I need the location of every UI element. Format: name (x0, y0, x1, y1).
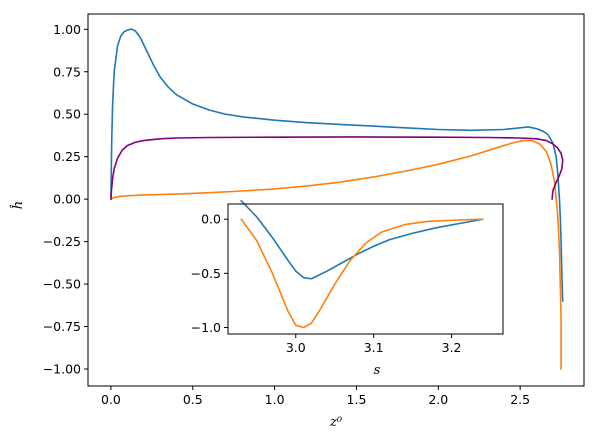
main-plot: 0.0 0.5 1.0 1.5 2.0 2.5 1.00 0.75 0.50 0.25 0.00 −0… (10, 13, 585, 430)
inset-y-tick-label: 0.0 (201, 212, 221, 227)
inset-series (240, 199, 484, 329)
main-x-tick-label: 2.0 (428, 392, 448, 407)
inset-x-tick-label: 3.1 (364, 340, 384, 355)
main-y-tick-label: −1.00 (43, 362, 81, 377)
main-y-tick-label: −0.50 (43, 277, 81, 292)
inset-background (228, 204, 503, 334)
main-series-line-3 (110, 136, 564, 200)
main-x-tick-label: 1.5 (347, 392, 367, 407)
main-y-tick-label: 0.75 (53, 64, 81, 79)
inset-plot: 3.0 3.1 3.2 0.0 −0.5 −1.0 s (191, 199, 504, 378)
main-x-tick-label: 1.0 (265, 392, 285, 407)
inset-axes-frame (227, 203, 504, 335)
inset-x-axis-label: s (374, 363, 381, 378)
inset-ticks: 3.0 3.1 3.2 0.0 −0.5 −1.0 (191, 212, 462, 355)
inset-x-tick-label: 3.0 (286, 340, 306, 355)
main-y-tick-label: −0.25 (43, 234, 81, 249)
inset-series-line-2 (240, 218, 484, 329)
main-ticks: 0.0 0.5 1.0 1.5 2.0 2.5 1.00 0.75 0.50 0.25 0.00 −0… (43, 22, 530, 407)
main-y-tick-label: 0.50 (53, 107, 81, 122)
main-x-tick-label: 2.5 (510, 392, 530, 407)
inset-y-tick-label: −1.0 (191, 320, 221, 335)
main-y-tick-label: −0.75 (43, 319, 81, 334)
main-y-tick-label: 0.00 (53, 192, 81, 207)
main-x-tick-label: 0.0 (101, 392, 121, 407)
main-axes-frame (87, 13, 585, 387)
main-series-line-2 (110, 139, 562, 370)
main-y-tick-label: 0.25 (53, 149, 81, 164)
main-y-tick-label: 1.00 (53, 22, 81, 37)
main-series (110, 28, 564, 370)
main-x-axis-label: z⁰ (329, 415, 343, 430)
inset-series-line-1 (240, 199, 484, 280)
inset-x-tick-label: 3.2 (442, 340, 462, 355)
main-y-axis-label: ĥ (10, 201, 26, 209)
inset-y-tick-label: −0.5 (191, 266, 221, 281)
main-x-tick-label: 0.5 (183, 392, 203, 407)
